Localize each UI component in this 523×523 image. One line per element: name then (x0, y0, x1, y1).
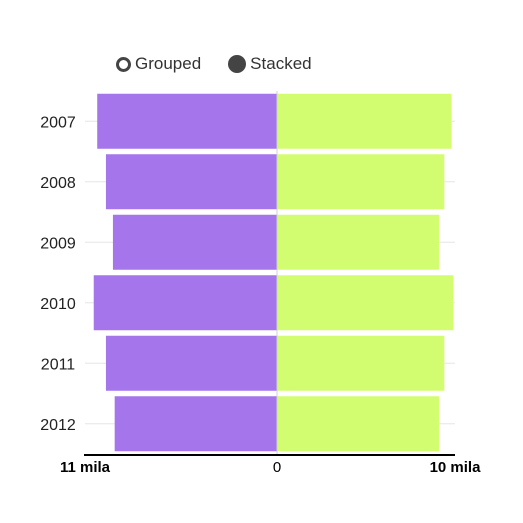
bar-left-2012[interactable] (114, 396, 277, 452)
category-label-2009: 2009 (40, 235, 76, 252)
grouped-label: Grouped (135, 54, 202, 73)
bar-left-2009[interactable] (112, 214, 277, 270)
bar-right-2010[interactable] (277, 275, 454, 331)
grouped-radio-icon[interactable] (116, 56, 131, 72)
category-label-2011: 2011 (41, 356, 76, 373)
category-labels: 2007 2008 2009 2010 2011 2012 (40, 114, 76, 434)
x-axis-left-label: 11 mila (60, 459, 111, 476)
category-label-2012: 2012 (40, 417, 76, 434)
category-label-2010: 2010 (40, 296, 76, 313)
bar-right-2009[interactable] (277, 214, 439, 270)
mode-legend: Grouped Stacked (116, 54, 312, 74)
bar-left-2011[interactable] (105, 335, 277, 391)
stacked-label: Stacked (250, 54, 312, 73)
bar-right-2007[interactable] (277, 93, 452, 149)
stacked-option[interactable]: Stacked (228, 54, 312, 74)
grouped-option[interactable]: Grouped (116, 54, 201, 74)
category-label-2008: 2008 (40, 175, 76, 192)
bar-left-2008[interactable] (105, 154, 277, 210)
bar-left-2007[interactable] (97, 93, 277, 149)
category-label-2007: 2007 (40, 114, 76, 131)
x-axis-right-label: 10 mila (430, 459, 482, 476)
stacked-radio-icon[interactable] (228, 55, 247, 73)
bars (93, 93, 454, 452)
x-axis-zero-label: 0 (273, 459, 281, 476)
bar-left-2010[interactable] (93, 275, 278, 331)
bar-right-2012[interactable] (277, 396, 439, 452)
bar-right-2011[interactable] (277, 335, 445, 391)
bar-right-2008[interactable] (277, 154, 445, 210)
